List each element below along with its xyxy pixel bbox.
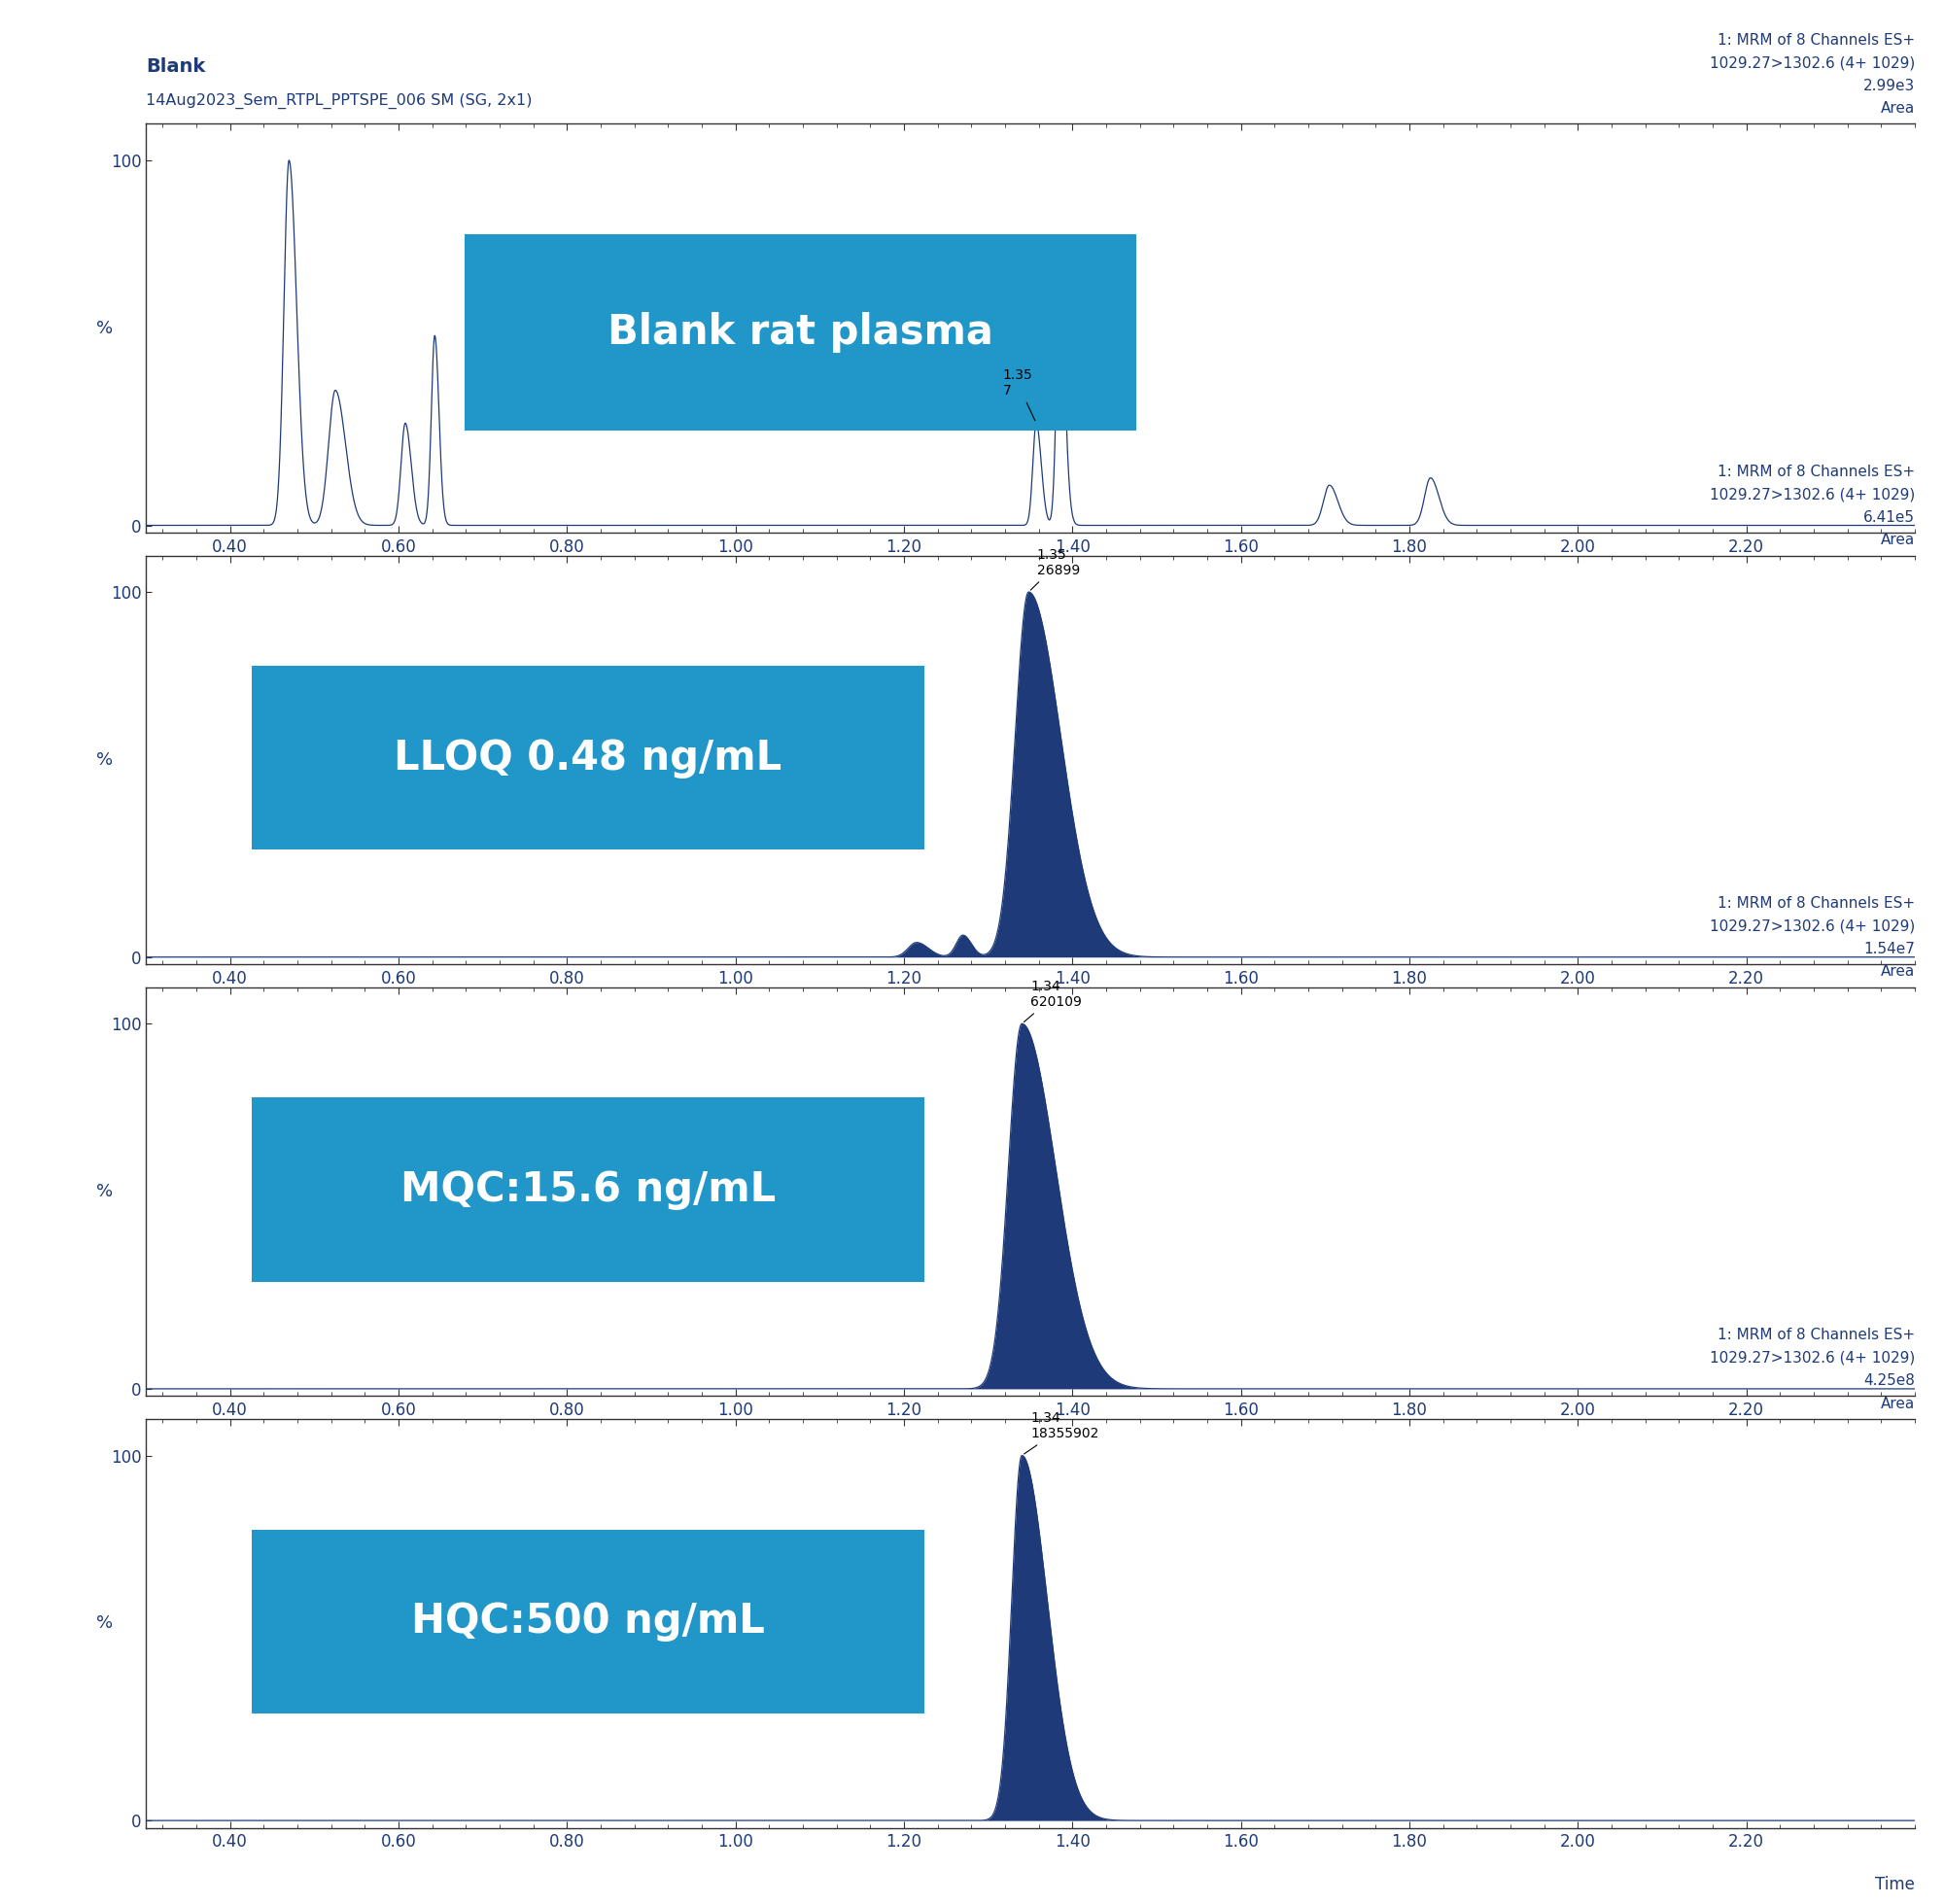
Y-axis label: %: % <box>95 1615 113 1632</box>
Text: HQC:500 ng/mL: HQC:500 ng/mL <box>412 1601 764 1641</box>
Y-axis label: %: % <box>95 752 113 769</box>
FancyBboxPatch shape <box>253 1529 923 1714</box>
Text: 1.35
7: 1.35 7 <box>1003 367 1034 421</box>
Text: 1: MRM of 8 Channels ES+
1029.27>1302.6 (4+ 1029)
4.25e8
Area: 1: MRM of 8 Channels ES+ 1029.27>1302.6 … <box>1709 1327 1915 1411</box>
FancyBboxPatch shape <box>253 666 923 849</box>
Text: Time: Time <box>1876 1875 1915 1893</box>
Text: 1: MRM of 8 Channels ES+
1029.27>1302.6 (4+ 1029)
1.54e7
Area: 1: MRM of 8 Channels ES+ 1029.27>1302.6 … <box>1709 897 1915 979</box>
Text: 1: MRM of 8 Channels ES+
1029.27>1302.6 (4+ 1029)
2.99e3
Area: 1: MRM of 8 Channels ES+ 1029.27>1302.6 … <box>1709 32 1915 116</box>
Text: 14Aug2023_Sem_RTPL_PPTSPE_006 SM (SG, 2x1): 14Aug2023_Sem_RTPL_PPTSPE_006 SM (SG, 2x… <box>146 93 533 109</box>
Text: Blank: Blank <box>146 57 206 76</box>
Text: 1.34
620109: 1.34 620109 <box>1024 981 1081 1022</box>
Y-axis label: %: % <box>95 1182 113 1200</box>
FancyBboxPatch shape <box>253 1097 923 1281</box>
Text: Blank rat plasma: Blank rat plasma <box>607 312 993 352</box>
Text: 1.35
26899: 1.35 26899 <box>1030 548 1081 590</box>
Y-axis label: %: % <box>95 320 113 337</box>
Text: LLOQ 0.48 ng/mL: LLOQ 0.48 ng/mL <box>395 737 781 779</box>
FancyBboxPatch shape <box>465 234 1137 430</box>
Text: MQC:15.6 ng/mL: MQC:15.6 ng/mL <box>400 1169 776 1211</box>
Text: 1: MRM of 8 Channels ES+
1029.27>1302.6 (4+ 1029)
6.41e5
Area: 1: MRM of 8 Channels ES+ 1029.27>1302.6 … <box>1709 465 1915 546</box>
Text: 1.34
18355902: 1.34 18355902 <box>1024 1411 1098 1455</box>
